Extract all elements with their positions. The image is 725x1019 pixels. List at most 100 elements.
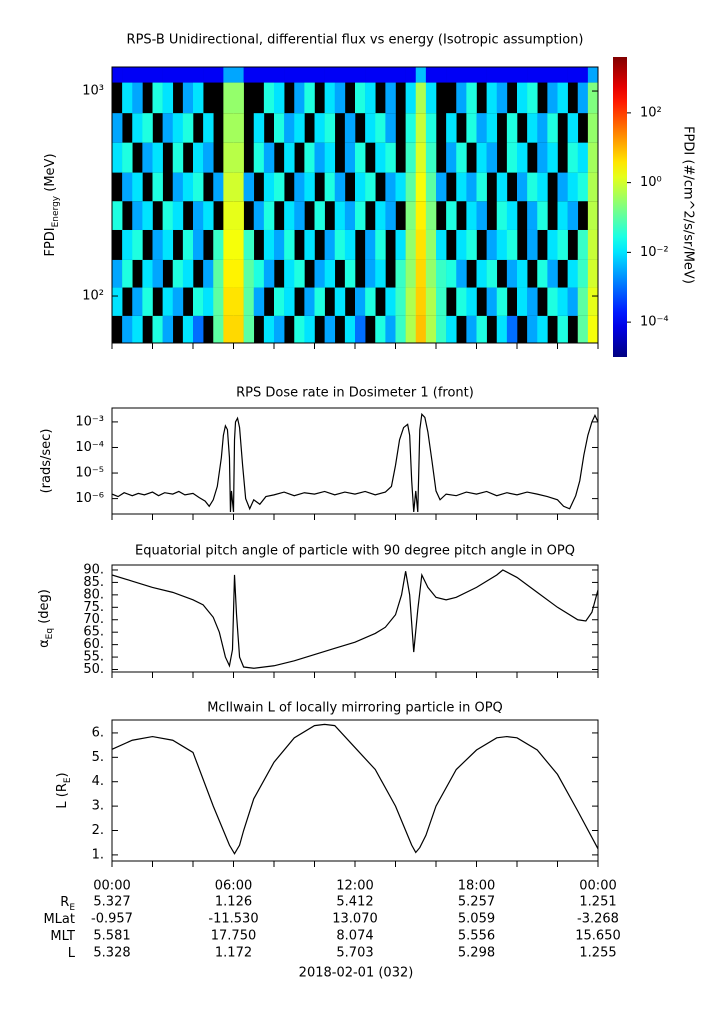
heatmap-cell [112,67,123,83]
heatmap-cell [567,172,579,202]
heatmap-cell [456,259,467,288]
heatmap-cell [567,113,579,143]
heatmap-cell [122,315,133,343]
date-label: 2018-02-01 (032) [299,966,414,981]
heatmap-cell [375,229,386,260]
heatmap-cell [304,67,315,83]
y-tick-label: 10³ [82,84,104,99]
heatmap-cell [466,287,477,316]
heatmap-cell [112,201,123,230]
heatmap-cell [486,67,498,83]
colorbar-tick-label: 10⁻⁴ [640,315,669,330]
heatmap-cell [274,67,285,83]
heatmap-cell [425,67,437,83]
heatmap-cell [577,287,589,316]
heatmap-cell [284,113,295,143]
heatmap-cell [162,315,174,343]
heatmap-cell [557,67,568,83]
heatmap-cell [213,315,224,343]
heatmap-cell [324,82,336,114]
heatmap-cell [486,229,498,260]
heatmap-cell [263,142,275,173]
heatmap-cell [274,82,285,114]
colorbar-tick-label: 10⁻² [640,245,669,260]
heatmap-cell [496,67,508,83]
ephemeris-label: R [60,895,69,910]
heatmap-cell [547,259,558,288]
heatmap-cell [182,229,194,260]
y-axis-label-part: L (R [55,783,70,808]
heatmap-cell [274,172,285,202]
heatmap-cell [587,287,598,316]
heatmap-cell [284,259,295,288]
heatmap-cell [284,229,295,260]
heatmap-cell [344,142,356,173]
heatmap-cell [385,172,396,202]
heatmap-cell [385,82,396,114]
y-axis-label-part: FPDI [43,227,58,256]
heatmap-cell [395,259,406,288]
heatmap-cell [324,67,336,83]
y-axis-label-part: Eq [45,628,55,639]
heatmap-cell [294,172,305,202]
heatmap-cell [294,259,305,288]
heatmap-cell [152,229,163,260]
heatmap-cell [385,315,396,343]
heatmap-cell [253,67,265,83]
heatmap-cell [395,172,406,202]
heatmap-cell [253,287,265,316]
heatmap-cell [274,287,285,316]
heatmap-cell [253,201,265,230]
heatmap-cell [344,67,356,83]
heatmap-cell [537,315,548,343]
heatmap-cell [415,259,427,288]
heatmap-cell [152,259,163,288]
heatmap-cell [557,315,568,343]
heatmap-cell [203,201,214,230]
heatmap-cell [567,67,579,83]
ephemeris-value: -11.530 [208,912,258,927]
heatmap-cell [506,201,518,230]
heatmap-cell [324,259,336,288]
heatmap-cell [304,172,315,202]
heatmap-cell [527,113,538,143]
ephemeris-row-label: L [68,946,76,961]
heatmap-cell [456,172,467,202]
heatmap-cell [395,287,406,316]
heatmap-cell [203,142,214,173]
heatmap-cell [486,287,498,316]
ephemeris-row-label: MLat [43,912,75,927]
y-tick-label: 2. [92,823,104,838]
heatmap-cell [132,315,143,343]
heatmap-cell [527,172,538,202]
heatmap-cell [547,142,558,173]
heatmap-cell [436,315,447,343]
heatmap-cell [274,315,285,343]
y-axis-label: αEq (deg) [37,589,55,648]
ephemeris-label: L [68,946,76,961]
heatmap-cell [182,259,194,288]
heatmap-cell [506,67,518,83]
chart-title: RPS Dose rate in Dosimeter 1 (front) [236,386,474,401]
heatmap-cell [506,259,518,288]
heatmap-cell [557,201,568,230]
heatmap-cell [587,113,598,143]
heatmap-cell [446,201,457,230]
ephemeris-value: -0.957 [91,912,133,927]
heatmap-cell [233,82,244,114]
heatmap-cell [162,229,174,260]
colorbar-label: FPDI (#/cm^2/s/sr/MeV) [681,126,696,284]
heatmap-cell [415,142,427,173]
y-tick-label: 90. [83,562,104,577]
heatmap-cell [263,172,275,202]
heatmap-cell [425,142,437,173]
heatmap-cell [223,172,234,202]
x-tick-label: 00:00 [93,879,130,894]
heatmap-cell [365,287,376,316]
y-axis-label-part: α [37,639,52,648]
heatmap-cell [557,287,568,316]
heatmap-cell [476,142,487,173]
ephemeris-label-sub: E [69,903,75,913]
heatmap-cell [557,82,568,114]
heatmap-cell [142,67,153,83]
